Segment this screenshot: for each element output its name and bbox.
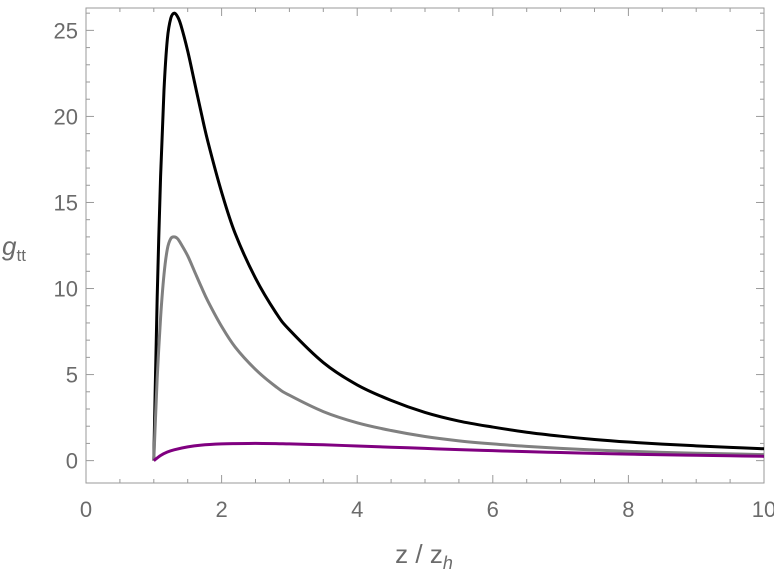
- series-line-1: [152, 11, 765, 461]
- y-tick-label: 15: [54, 190, 78, 215]
- x-axis-label-sub: h: [443, 553, 453, 573]
- x-tick-label: 8: [622, 497, 634, 522]
- x-axis-label: z / zh: [395, 539, 453, 573]
- series-line-2: [152, 235, 765, 461]
- y-tick-label: 20: [54, 104, 78, 129]
- x-tick-label: 4: [351, 497, 363, 522]
- axis-ticks: [85, 8, 765, 483]
- y-axis-label-sub: tt: [16, 246, 26, 265]
- y-tick-label: 0: [66, 449, 78, 474]
- y-axis-label: gtt: [2, 231, 26, 265]
- series-line-3: [152, 441, 765, 462]
- y-tick-label: 10: [54, 277, 78, 302]
- y-tick-label: 5: [66, 363, 78, 388]
- x-tick-label: 2: [215, 497, 227, 522]
- x-tick-label: 0: [80, 497, 92, 522]
- tick-labels: 0 2 4 6 8 10 0 5 10 15 20 25: [54, 18, 774, 522]
- x-axis-label-main: z / z: [395, 539, 443, 569]
- y-axis-label-main: g: [2, 231, 17, 261]
- series-group: [152, 11, 765, 462]
- x-tick-label: 10: [752, 497, 774, 522]
- x-tick-label: 6: [487, 497, 499, 522]
- y-tick-label: 25: [54, 18, 78, 43]
